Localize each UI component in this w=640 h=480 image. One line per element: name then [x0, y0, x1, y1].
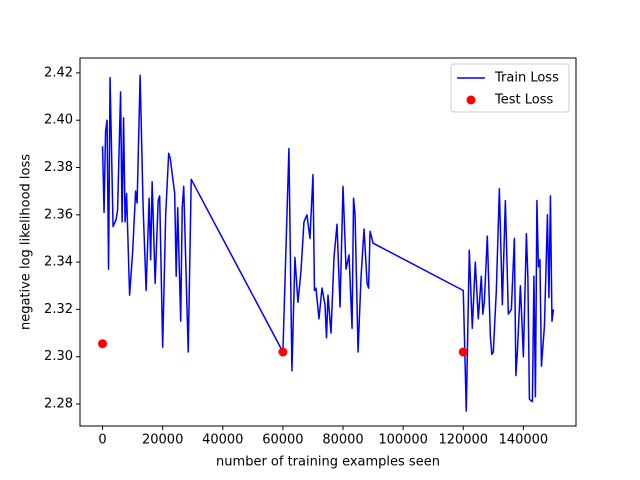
scatter-point: [98, 339, 108, 349]
x-tick-label: 100000: [378, 433, 428, 448]
y-tick-label: 2.36: [44, 207, 73, 222]
y-tick-label: 2.42: [44, 65, 73, 80]
y-tick-label: 2.34: [44, 255, 73, 270]
scatter-point: [278, 347, 288, 357]
x-tick-label: 60000: [262, 433, 303, 448]
y-tick-label: 2.32: [44, 302, 73, 317]
y-axis-label: negative log likelihood loss: [19, 154, 34, 330]
plot-frame: [79, 57, 577, 427]
x-tick-label: 20000: [142, 433, 183, 448]
legend-label: Train Loss: [494, 71, 559, 86]
legend-label: Test Loss: [494, 93, 553, 108]
y-tick-label: 2.38: [44, 160, 73, 175]
line-series: [101, 74, 555, 412]
y-tick-label: 2.30: [44, 349, 73, 364]
scatter-point: [458, 347, 468, 357]
x-tick-label: 120000: [438, 433, 488, 448]
x-tick-label: 140000: [499, 433, 549, 448]
x-axis-label: number of training examples seen: [216, 455, 440, 470]
legend-box: [450, 63, 570, 113]
x-tick-label: 80000: [322, 433, 363, 448]
y-tick-label: 2.40: [44, 113, 73, 128]
legend-marker: [466, 95, 476, 105]
x-tick-label: 0: [98, 433, 106, 448]
x-tick-label: 40000: [202, 433, 243, 448]
y-tick-label: 2.28: [44, 397, 73, 412]
